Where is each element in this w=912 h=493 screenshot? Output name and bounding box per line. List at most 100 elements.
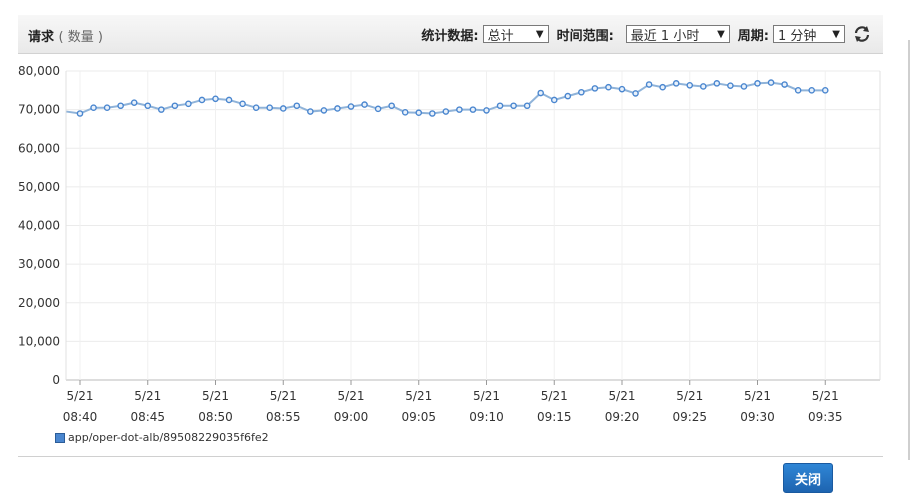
data-point (821, 87, 829, 94)
window-edge (908, 40, 910, 460)
data-point (645, 81, 653, 88)
data-point (794, 87, 802, 94)
footer-divider (18, 456, 883, 457)
x-tick-time: 09:05 (401, 410, 436, 424)
data-point (90, 104, 97, 111)
x-tick-date: 5/21 (609, 389, 636, 403)
stat-label: 统计数据: (421, 28, 479, 44)
data-point (618, 85, 626, 93)
refresh-button[interactable] (851, 23, 873, 45)
y-tick-label: 0 (52, 373, 60, 387)
data-point (659, 83, 666, 91)
x-tick-time: 09:00 (334, 410, 369, 424)
y-tick-label: 50,000 (18, 180, 60, 194)
data-point (740, 83, 748, 90)
data-point (374, 105, 382, 113)
data-point (415, 109, 423, 117)
data-point (401, 109, 409, 116)
range-select-value: 最近 1 小时 (630, 28, 700, 44)
x-tick-date: 5/21 (405, 389, 432, 403)
data-point (442, 108, 450, 115)
chart-controls: 统计数据: 总计 ▼ 时间范围: 最近 1 小时 ▼ 周期: 1 分钟 ▼ (417, 23, 873, 45)
chart-series (66, 79, 829, 117)
stat-select[interactable]: 总计 ▼ (482, 25, 549, 44)
y-tick-label: 80,000 (18, 64, 60, 78)
x-tick-date: 5/21 (541, 389, 568, 403)
data-point (564, 92, 572, 100)
close-button[interactable]: 关闭 (783, 463, 833, 493)
data-point (103, 104, 111, 111)
data-point (293, 102, 301, 110)
data-point (713, 80, 721, 87)
data-point (523, 102, 531, 110)
legend-swatch (55, 432, 65, 443)
x-tick-date: 5/21 (67, 389, 94, 403)
data-point (632, 90, 639, 97)
data-point (456, 106, 463, 113)
data-point (510, 102, 517, 110)
x-tick-date: 5/21 (676, 389, 703, 403)
data-point (185, 100, 192, 108)
data-point (76, 110, 84, 117)
x-tick-time: 09:10 (469, 410, 504, 424)
y-tick-label: 20,000 (18, 296, 60, 310)
x-tick-date: 5/21 (202, 389, 229, 403)
data-point (279, 105, 287, 112)
x-tick-time: 09:15 (537, 410, 572, 424)
chart-title: 请求 ( 数量 ) (28, 26, 103, 45)
y-tick-label: 60,000 (18, 141, 60, 155)
data-point (550, 96, 558, 104)
metric-name: 请求 (28, 30, 55, 45)
x-tick-date: 5/21 (134, 389, 161, 403)
data-point (428, 110, 436, 117)
x-tick-time: 09:35 (808, 410, 843, 424)
data-point (496, 102, 504, 110)
data-point (171, 102, 179, 110)
x-tick-date: 5/21 (473, 389, 500, 403)
data-point (754, 80, 761, 87)
y-tick-label: 30,000 (18, 257, 60, 271)
data-point (605, 83, 612, 91)
chevron-down-icon: ▼ (832, 28, 840, 40)
x-tick-date: 5/21 (338, 389, 365, 403)
data-point (144, 102, 152, 110)
data-point (537, 89, 545, 97)
y-tick-label: 10,000 (18, 334, 60, 348)
x-tick-time: 09:30 (740, 410, 775, 424)
data-point (117, 102, 124, 110)
x-tick-date: 5/21 (270, 389, 297, 403)
data-point (361, 101, 368, 108)
x-tick-time: 08:50 (198, 410, 233, 424)
y-tick-label: 70,000 (18, 103, 60, 117)
x-tick-time: 08:40 (63, 410, 98, 424)
data-point (672, 80, 680, 87)
data-point (239, 100, 246, 108)
legend-series-name: app/oper-dot-alb/89508229035f6fe2 (68, 431, 269, 444)
range-select[interactable]: 最近 1 小时 ▼ (625, 25, 730, 44)
data-point (781, 81, 788, 88)
range-label: 时间范围: (556, 28, 614, 44)
data-point (266, 104, 274, 111)
chevron-down-icon: ▼ (535, 28, 544, 40)
chart-axes: 0 10,000 20,000 30,000 40,000 50,000 60,000 70,… (18, 64, 843, 424)
data-point (767, 79, 775, 86)
x-tick-time: 09:25 (672, 410, 707, 424)
data-point (307, 108, 314, 115)
data-point (225, 96, 233, 104)
data-point (686, 81, 694, 89)
x-tick-time: 09:20 (605, 410, 640, 424)
data-point (157, 106, 165, 113)
metric-unit: ( 数量 ) (58, 30, 103, 45)
x-tick-time: 08:55 (266, 410, 301, 424)
chart-grid (65, 70, 881, 381)
data-point (700, 83, 707, 90)
data-point (347, 103, 355, 110)
requests-line-chart: 0 10,000 20,000 30,000 40,000 50,000 60,000 70,… (18, 64, 881, 424)
data-point (808, 87, 816, 94)
refresh-icon (854, 26, 870, 42)
period-select[interactable]: 1 分钟 ▼ (773, 25, 845, 44)
y-tick-label: 40,000 (18, 219, 60, 233)
x-tick-time: 08:45 (130, 410, 165, 424)
stat-select-value: 总计 (487, 28, 514, 44)
chevron-down-icon: ▼ (717, 28, 725, 40)
